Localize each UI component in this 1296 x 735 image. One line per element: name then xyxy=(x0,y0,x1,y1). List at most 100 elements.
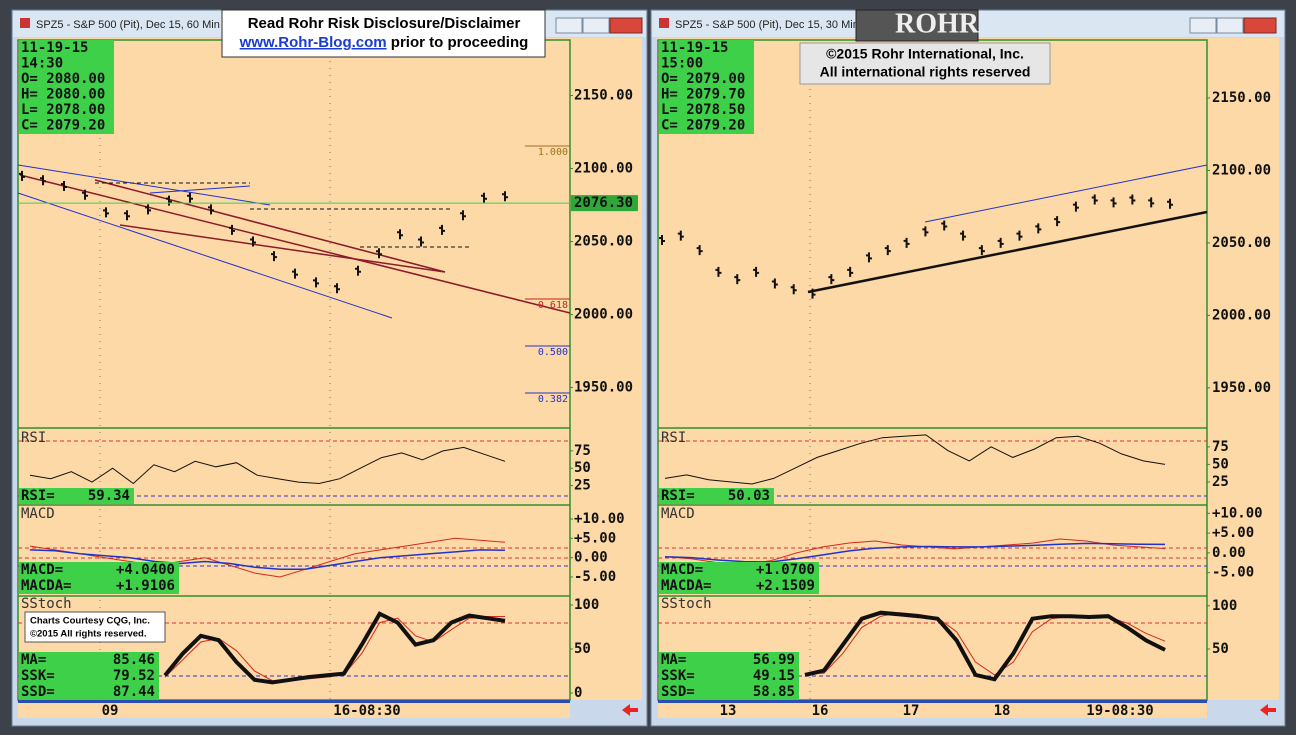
time-axis xyxy=(658,700,1207,718)
y-tick-label: 50 xyxy=(1212,641,1229,657)
pane-label: MACD xyxy=(661,506,695,522)
price-bar xyxy=(659,235,665,246)
info-line: H= 2079.70 xyxy=(661,87,745,103)
fib-label: 0.382 xyxy=(538,394,568,405)
disclaimer-text: prior to proceeding xyxy=(391,34,529,51)
price-bar xyxy=(790,284,797,295)
trendline xyxy=(807,210,1208,294)
maximize-button[interactable] xyxy=(1216,17,1244,34)
price-bar xyxy=(978,245,985,256)
x-tick-label: 13 xyxy=(720,703,737,719)
y-tick-label: 2050.00 xyxy=(1212,235,1271,251)
trendline xyxy=(94,179,446,273)
y-tick-label: 2050.00 xyxy=(574,234,633,250)
price-bar xyxy=(753,266,760,277)
price-bar xyxy=(313,277,319,288)
pane-label: SStoch xyxy=(21,596,72,612)
readout-label: SSK= xyxy=(661,668,695,684)
price-bar xyxy=(145,204,151,215)
x-tick-label: 17 xyxy=(903,703,920,719)
info-box xyxy=(659,40,754,134)
price-bar xyxy=(439,224,445,235)
readout-label: SSK= xyxy=(21,668,55,684)
price-bar xyxy=(40,175,46,186)
price-bar xyxy=(903,237,910,248)
y-tick-label: 1950.00 xyxy=(1212,380,1271,396)
y-tick-label: 2000.00 xyxy=(574,307,633,323)
readout-label: MA= xyxy=(661,652,686,668)
readout-label: MACDA= xyxy=(21,578,72,594)
readout-value: 87.44 xyxy=(113,684,155,700)
price-bar xyxy=(771,278,778,289)
price-bar xyxy=(61,181,67,192)
series-line xyxy=(29,446,506,485)
y-tick-label: 2150.00 xyxy=(1212,90,1271,106)
x-tick-label: 19-08:30 xyxy=(1086,703,1153,719)
y-tick-label: 75 xyxy=(1212,439,1229,455)
y-tick-label: 100 xyxy=(1212,598,1237,614)
y-tick-label: +5.00 xyxy=(1212,525,1254,541)
copyright-text: All international rights reserved xyxy=(820,64,1031,80)
y-tick-label: 2150.00 xyxy=(574,87,633,103)
price-bar xyxy=(250,236,256,247)
price-bar xyxy=(960,230,967,241)
fib-label: 0.500 xyxy=(538,347,568,358)
readout-value: 59.34 xyxy=(88,488,130,504)
y-tick-label: 75 xyxy=(574,443,591,459)
app-icon xyxy=(20,18,30,28)
maximize-button[interactable] xyxy=(582,17,610,34)
y-tick-label: 0.00 xyxy=(1212,545,1246,561)
price-bar xyxy=(418,236,424,247)
last-price-label: 2076.30 xyxy=(574,195,633,211)
info-line: 14:30 xyxy=(21,56,63,72)
scroll-arrow[interactable] xyxy=(1260,704,1276,716)
blog-link[interactable]: www.Rohr-Blog.com xyxy=(239,34,387,51)
close-button[interactable] xyxy=(609,17,643,34)
trendline xyxy=(17,192,393,319)
price-bar xyxy=(292,268,298,279)
minimize-button[interactable] xyxy=(555,17,583,34)
readout-box xyxy=(659,562,819,594)
info-line: L= 2078.50 xyxy=(661,102,745,118)
readout-value: +1.0700 xyxy=(756,562,815,578)
price-bar xyxy=(166,195,172,206)
y-tick-label: 1950.00 xyxy=(574,380,633,396)
price-bar xyxy=(1054,216,1061,227)
trendline xyxy=(17,164,271,206)
readout-label: MA= xyxy=(21,652,46,668)
price-bar xyxy=(19,170,25,181)
readout-value: 56.99 xyxy=(753,652,795,668)
trendline xyxy=(119,224,446,273)
readout-box xyxy=(19,652,159,700)
series-line xyxy=(29,537,506,578)
copyright-box xyxy=(799,42,1051,85)
readout-label: MACDA= xyxy=(661,578,712,594)
close-button[interactable] xyxy=(1243,17,1277,34)
y-tick-label: 0.00 xyxy=(574,550,608,566)
price-bar xyxy=(1035,223,1042,234)
price-bar xyxy=(397,229,403,240)
info-box xyxy=(19,40,114,134)
price-bar xyxy=(696,245,703,256)
info-line: C= 2079.20 xyxy=(661,118,745,134)
disclaimer-banner xyxy=(221,9,546,58)
y-tick-label: 50 xyxy=(574,641,591,657)
pane-label: MACD xyxy=(21,506,55,522)
y-tick-label: 2100.00 xyxy=(1212,162,1271,178)
courtesy-text: ©2015 All rights reserved. xyxy=(30,629,146,640)
trendline xyxy=(19,174,571,314)
price-bar xyxy=(502,191,508,202)
scroll-arrow[interactable] xyxy=(622,704,638,716)
copyright-text: ©2015 Rohr International, Inc. xyxy=(826,46,1024,62)
fib-label: 1.000 xyxy=(538,147,568,158)
info-line: 15:00 xyxy=(661,56,703,72)
chart-area xyxy=(657,38,1279,700)
series-line xyxy=(29,549,506,571)
price-bar xyxy=(1129,194,1136,205)
y-tick-label: 0 xyxy=(574,685,582,701)
session-strip xyxy=(18,700,570,703)
readout-value: +4.0400 xyxy=(116,562,175,578)
minimize-button[interactable] xyxy=(1189,17,1217,34)
y-tick-label: +10.00 xyxy=(574,511,625,527)
